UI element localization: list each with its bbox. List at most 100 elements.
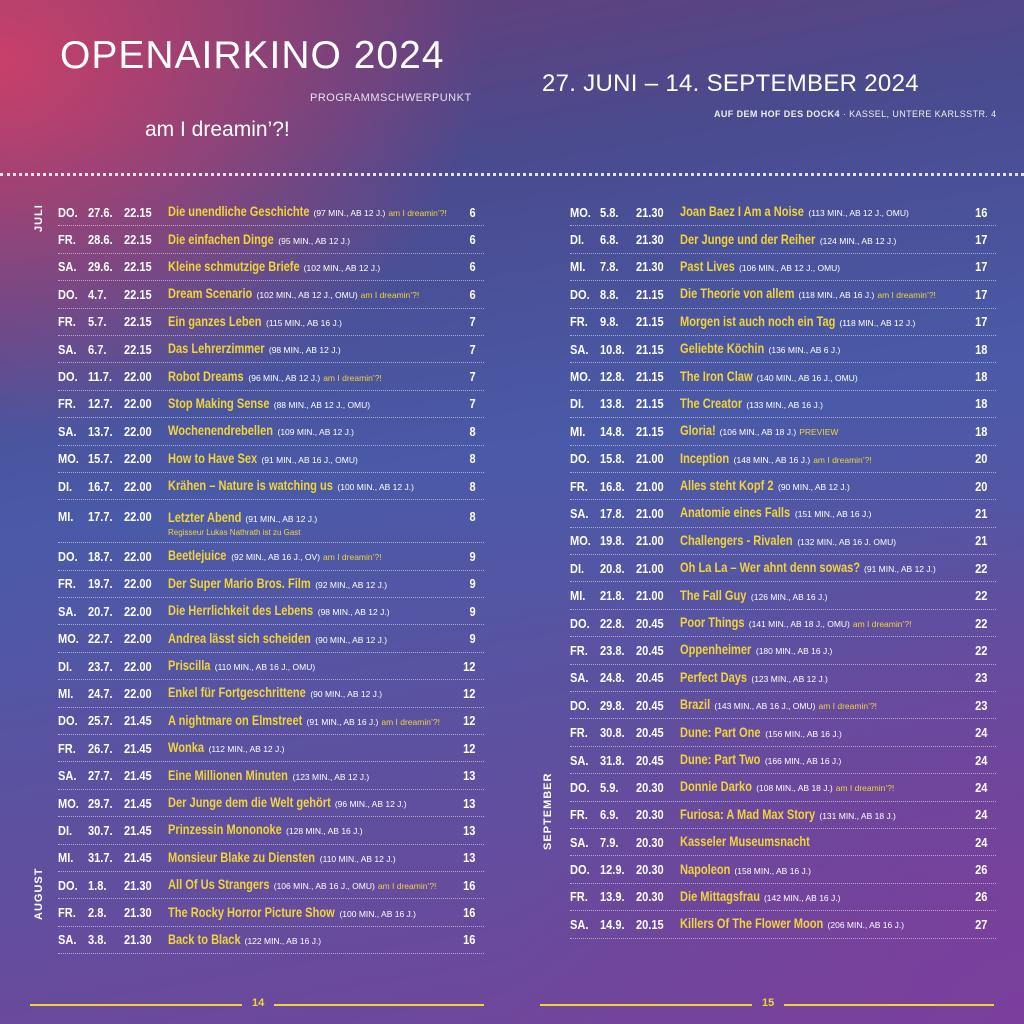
weekday: FR. [570,478,588,494]
screening-time: 20.30 [636,862,664,878]
film-info: (110 MIN., AB 12 J.) [319,853,396,864]
film-entry: Challengers - Rivalen (132 MIN., AB 16 J… [680,532,996,550]
film-title: Dune: Part One [680,724,761,740]
schedule-row: FR. 28.6. 22.15 Die einfachen Dinge (95 MIN… [58,226,484,254]
film-title: Killers Of The Flower Moon [680,916,824,932]
film-entry: Perfect Days (123 MIN., AB 12 J.) [680,669,996,687]
film-info: (88 MIN., AB 12 J., OMU) [273,399,371,410]
screening-date: 7.8. [600,259,619,275]
film-info: (102 MIN., AB 12 J.) [303,262,381,273]
schedule-row: SA. 29.6. 22.15 Kleine schmutzige Briefe (1… [58,254,484,282]
screening-time: 22.15 [124,204,152,220]
film-title: Oh La La – Wer ahnt denn sowas? [680,560,861,576]
film-info: (98 MIN., AB 12 J.) [317,607,390,618]
film-info: (90 MIN., AB 12 J.) [315,634,388,645]
page-reference: 22 [974,560,987,576]
film-entry: Krähen – Nature is watching us (100 MIN.… [168,477,484,495]
film-info: (124 MIN., AB 12 J.) [819,235,897,246]
film-entry: The Fall Guy (126 MIN., AB 16 J.) [680,587,996,605]
film-info: (92 MIN., AB 16 J., OV) [231,552,321,563]
film-entry: Oppenheimer (180 MIN., AB 16 J.) [680,641,996,659]
screening-date: 20.7. [88,603,113,619]
film-entry: Prinzessin Mononoke (128 MIN., AB 16 J.) [168,821,484,839]
weekday: DI. [58,822,73,838]
film-title: Kasseler Museumsnacht [680,834,810,850]
screening-time: 21.30 [636,232,664,248]
page-reference: 6 [469,259,476,275]
page-reference: 7 [469,341,476,357]
weekday: FR. [570,314,588,330]
schedule-row: DO. 29.8. 20.45 Brazil (143 MIN., AB 16 J.,… [570,692,996,720]
page-reference: 16 [462,932,475,948]
film-info: (122 MIN., AB 16 J.) [244,935,322,946]
screening-date: 16.8. [600,478,625,494]
page-reference: 20 [974,451,987,467]
screening-date: 27.6. [88,204,113,220]
screening-date: 6.8. [600,232,619,248]
screening-date: 31.8. [600,752,625,768]
film-info: (206 MIN., AB 16 J.) [827,920,905,931]
screening-time: 21.30 [636,204,664,220]
film-entry: The Creator (133 MIN., AB 16 J.) [680,395,996,413]
schedule-row: FR. 23.8. 20.45 Oppenheimer (180 MIN., AB 1… [570,637,996,665]
film-info: (118 MIN., AB 16 J.) [798,290,875,301]
screening-date: 12.7. [88,396,113,412]
page-reference: 24 [974,779,987,795]
weekday: FR. [58,576,76,592]
film-entry: Die unendliche Geschichte (97 MIN., AB 1… [168,203,484,221]
film-entry: Napoleon (158 MIN., AB 16 J.) [680,861,996,879]
film-title: Back to Black [168,931,241,947]
film-entry: The Iron Claw (140 MIN., AB 16 J., OMU) [680,368,996,386]
weekday: SA. [58,341,77,357]
film-title: Monsieur Blake zu Diensten [168,849,316,865]
month-label-july: JULI [33,204,45,232]
weekday: SA. [570,341,589,357]
program-focus-badge: am I dreamin’?! [852,619,912,630]
screening-date: 5.9. [600,779,619,795]
weekday: SA. [570,505,589,521]
page-reference: 22 [974,588,987,604]
screening-date: 29.6. [88,259,113,275]
screening-time: 21.15 [636,396,664,412]
screening-time: 22.00 [124,548,152,564]
weekday: MO. [570,369,591,385]
page-reference: 6 [469,286,476,302]
film-info: (131 MIN., AB 18 J.) [819,810,896,821]
film-info: (106 MIN., AB 18 J.) [719,427,797,438]
weekday: MI. [58,509,74,525]
film-title: Das Lehrerzimmer [168,341,265,357]
schedule-row: FR. 13.9. 20.30 Die Mittagsfrau (142 MIN., … [570,884,996,912]
film-title: Der Junge und der Reiher [680,231,816,247]
schedule-row: MI. 14.8. 21.15 Gloria! (106 MIN., AB 18 J.… [570,418,996,446]
screening-date: 22.7. [88,631,113,647]
screening-time: 21.45 [124,740,152,756]
weekday: MO. [570,204,591,220]
screening-date: 22.8. [600,615,625,631]
page-reference: 24 [974,725,987,741]
weekday: FR. [570,725,588,741]
film-info: (100 MIN., AB 12 J.) [337,482,414,493]
film-title: Poor Things [680,615,745,631]
weekday: FR. [58,740,76,756]
screening-date: 9.8. [600,314,619,330]
film-entry: Back to Black (122 MIN., AB 16 J.) [168,931,484,949]
page-reference: 13 [462,850,475,866]
page-reference: 13 [462,795,475,811]
page-reference: 8 [469,423,476,439]
screening-time: 20.30 [636,779,664,795]
schedule-row: MO. 15.7. 22.00 How to Have Sex (91 MIN., A… [58,446,484,473]
film-entry: Priscilla (110 MIN., AB 16 J., OMU) [168,657,484,675]
screening-time: 20.45 [636,752,664,768]
screening-time: 21.45 [124,822,152,838]
schedule-row: DO. 18.7. 22.00 Beetlejuice (92 MIN., AB 16… [58,543,484,571]
film-title: Napoleon [680,861,731,877]
film-entry: Kasseler Museumsnacht [680,833,996,851]
page-reference: 9 [469,603,476,619]
film-info: (115 MIN., AB 16 J.) [266,317,342,328]
page-reference: 21 [974,533,987,549]
film-title: Anatomie eines Falls [680,505,791,521]
page-reference: 21 [974,505,987,521]
screening-date: 19.8. [600,533,625,549]
screening-date: 31.7. [88,850,113,866]
film-info: (148 MIN., AB 16 J.) [733,454,811,465]
